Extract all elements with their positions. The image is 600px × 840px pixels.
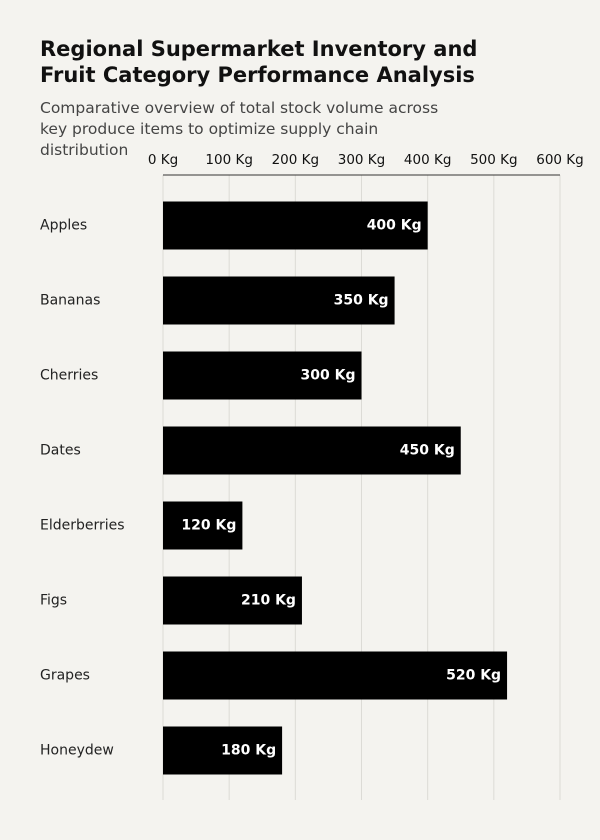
bar — [163, 276, 395, 325]
data-label: 120 Kg — [181, 518, 236, 534]
chart-subtitle: Comparative overview of total stock volu… — [40, 99, 439, 159]
y-tick-label: Grapes — [40, 668, 90, 684]
data-label: 180 Kg — [221, 743, 276, 759]
bar — [163, 651, 508, 700]
x-tick-label: 0 Kg — [148, 152, 178, 168]
data-label: 210 Kg — [241, 593, 296, 609]
y-tick-label: Cherries — [40, 368, 98, 384]
y-tick-label: Dates — [40, 443, 81, 459]
x-tick-label: 300 Kg — [338, 152, 385, 168]
x-tick-label: 500 Kg — [470, 152, 517, 168]
data-label: 450 Kg — [400, 443, 455, 459]
bar — [163, 351, 362, 400]
y-tick-label: Figs — [40, 593, 67, 609]
data-label: 350 Kg — [334, 293, 389, 309]
y-tick-label: Bananas — [40, 293, 100, 309]
chart-title: Regional Supermarket Inventory and Fruit… — [40, 37, 478, 87]
bar — [163, 201, 428, 250]
y-tick-label: Elderberries — [40, 518, 125, 534]
x-tick-label: 100 Kg — [205, 152, 252, 168]
x-tick-label: 200 Kg — [272, 152, 319, 168]
bar — [163, 726, 283, 775]
y-tick-label: Apples — [40, 218, 87, 234]
x-tick-label: 600 Kg — [536, 152, 583, 168]
x-tick-label: 400 Kg — [404, 152, 451, 168]
data-label: 520 Kg — [446, 668, 501, 684]
y-tick-label: Honeydew — [40, 743, 114, 759]
bar — [163, 426, 461, 475]
data-label: 400 Kg — [367, 218, 422, 234]
bar — [163, 501, 243, 550]
data-label: 300 Kg — [301, 368, 356, 384]
bar — [163, 576, 302, 625]
